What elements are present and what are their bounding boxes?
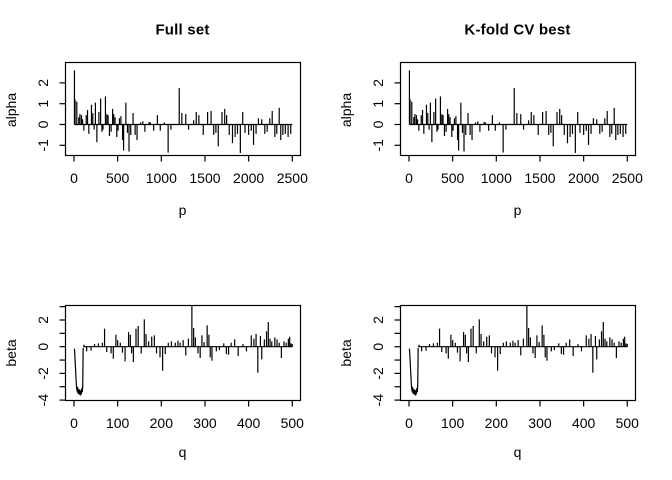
y-tick-label: 1 [35, 100, 51, 108]
x-tick-label: 300 [528, 415, 552, 431]
y-axis-label-alpha-left: alpha [3, 92, 19, 128]
x-tick-label: 1000 [481, 170, 512, 186]
x-tick-label: 0 [405, 415, 413, 431]
y-tick-label: -1 [370, 139, 386, 152]
x-tick-label: 2500 [277, 170, 308, 186]
x-tick-label: 2000 [568, 170, 599, 186]
x-tick-label: 0 [405, 170, 413, 186]
plot-box [64, 304, 302, 402]
x-tick-label: 300 [193, 415, 217, 431]
plot-beta-kfold: 0 100 200 300 400 500 -4 -2 0 2 [370, 304, 640, 431]
x-tick-label: 2000 [233, 170, 264, 186]
plot-box [64, 61, 302, 157]
y-tick-label: 0 [370, 120, 386, 128]
x-tick-label: 100 [106, 415, 130, 431]
x-axis-label-q-right: q [513, 444, 522, 460]
y-axis-label-beta-left: beta [3, 339, 19, 367]
y-tick-label: 2 [370, 316, 386, 324]
y-tick-label: -4 [370, 394, 386, 407]
x-tick-label: 1500 [189, 170, 220, 186]
panel-title-kfold-cv-best: K-fold CV best [464, 21, 571, 39]
x-tick-label: 1500 [524, 170, 555, 186]
x-tick-label: 0 [70, 415, 78, 431]
x-tick-label: 500 [616, 415, 640, 431]
x-tick-label: 500 [106, 170, 130, 186]
x-tick-label: 1000 [146, 170, 177, 186]
x-tick-label: 200 [150, 415, 174, 431]
x-tick-label: 500 [281, 415, 305, 431]
x-axis-label-p-left: p [178, 202, 187, 218]
y-tick-label: -2 [370, 367, 386, 380]
x-axis-label-p-right: p [513, 202, 522, 218]
x-tick-label: 500 [441, 170, 465, 186]
plot-beta-full-set: 0 100 200 300 400 500 -4 -2 0 2 [35, 304, 305, 431]
x-tick-label: 200 [485, 415, 509, 431]
plot-box [399, 61, 637, 157]
plot-box [399, 304, 637, 402]
y-axis-label-beta-right: beta [338, 339, 354, 367]
y-tick-label: -2 [35, 367, 51, 380]
y-tick-label: -4 [35, 394, 51, 407]
y-tick-label: 1 [370, 100, 386, 108]
x-tick-label: 400 [572, 415, 596, 431]
beta-descent-line [73, 348, 84, 396]
y-tick-label: 2 [35, 316, 51, 324]
y-axis-label-alpha-right: alpha [338, 92, 354, 128]
y-tick-label: 0 [35, 343, 51, 351]
panel-title-full-set: Full set [155, 21, 210, 39]
y-tick-label: 0 [370, 343, 386, 351]
y-tick-label: 0 [35, 120, 51, 128]
y-tick-label: -1 [35, 139, 51, 152]
x-tick-label: 400 [237, 415, 261, 431]
x-axis-label-q-left: q [178, 444, 187, 460]
beta-descent-line [408, 348, 419, 396]
plot-alpha-kfold: 0 500 1000 1500 2000 2500 -1 0 1 2 [370, 61, 643, 186]
x-tick-label: 2500 [612, 170, 643, 186]
plot-alpha-full-set: 0 500 1000 1500 2000 2500 -1 0 1 2 [35, 61, 308, 186]
x-tick-label: 0 [70, 170, 78, 186]
y-tick-label: 2 [35, 79, 51, 87]
y-tick-label: 2 [370, 79, 386, 87]
x-tick-label: 100 [441, 415, 465, 431]
